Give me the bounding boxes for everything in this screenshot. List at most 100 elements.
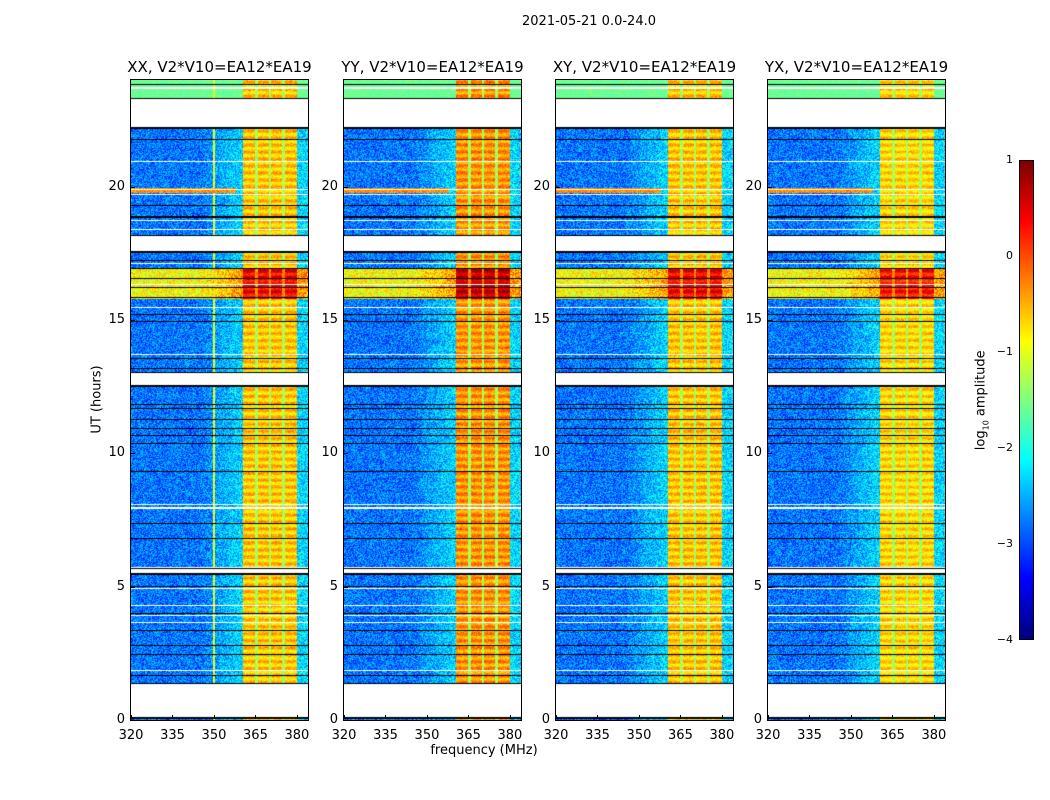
y-tick-mark bbox=[556, 586, 560, 588]
y-tick-label: 20 bbox=[321, 178, 338, 194]
panel-title: XX, V2*V10=EA12*EA19 bbox=[127, 58, 312, 76]
x-tick-mark bbox=[638, 715, 640, 719]
y-tick-label: 20 bbox=[108, 178, 125, 194]
x-tick-label: 365 bbox=[880, 728, 905, 743]
y-tick-label: 15 bbox=[108, 312, 125, 327]
y-tick-mark bbox=[556, 186, 560, 188]
y-tick-mark bbox=[768, 586, 772, 588]
spectrogram-panel: XX, V2*V10=EA12*EA19 0 5 10 15 20 320 335 350 365… bbox=[108, 58, 311, 743]
x-tick-mark bbox=[721, 715, 723, 719]
x-tick-label: 380 bbox=[921, 728, 947, 743]
x-tick-label: 335 bbox=[797, 728, 822, 743]
colorbar-label-sub: 10 bbox=[981, 420, 991, 431]
colorbar bbox=[1019, 160, 1034, 640]
x-tick-mark bbox=[809, 715, 811, 719]
y-tick-label: 20 bbox=[533, 178, 550, 194]
y-tick-mark bbox=[344, 720, 348, 721]
x-tick-label: 320 bbox=[118, 728, 144, 743]
spectrogram-image bbox=[556, 80, 733, 720]
colorbar-tick-label: −4 bbox=[996, 633, 1013, 646]
x-tick-mark bbox=[296, 715, 298, 719]
y-tick-label: 15 bbox=[321, 312, 338, 327]
x-tick-mark bbox=[892, 715, 894, 719]
spectrogram-image bbox=[344, 80, 521, 720]
x-tick-mark bbox=[509, 715, 511, 719]
x-tick-label: 365 bbox=[243, 728, 268, 743]
x-axis-label: frequency (MHz) bbox=[430, 743, 538, 758]
colorbar-tick-label: 0 bbox=[1006, 249, 1013, 262]
y-tick-mark bbox=[556, 453, 560, 455]
y-tick-label: 5 bbox=[116, 578, 125, 594]
x-tick-label: 350 bbox=[838, 728, 864, 743]
y-tick-label: 15 bbox=[533, 312, 550, 327]
y-tick-label: 5 bbox=[753, 578, 762, 594]
y-tick-mark bbox=[556, 720, 560, 721]
x-tick-label: 320 bbox=[543, 728, 569, 743]
spectrogram-panel: YX, V2*V10=EA12*EA19 0 5 10 15 20 320 335 350 365… bbox=[745, 58, 948, 743]
x-tick-label: 380 bbox=[709, 728, 735, 743]
x-tick-label: 365 bbox=[668, 728, 693, 743]
x-tick-mark bbox=[426, 715, 428, 719]
y-tick-mark bbox=[344, 586, 348, 588]
x-tick-mark bbox=[385, 715, 387, 719]
colorbar-tick-label: −2 bbox=[996, 441, 1013, 454]
x-tick-mark bbox=[850, 715, 852, 719]
x-tick-label: 365 bbox=[456, 728, 481, 743]
x-tick-label: 335 bbox=[373, 728, 398, 743]
y-tick-mark bbox=[344, 453, 348, 455]
y-tick-mark bbox=[344, 320, 348, 321]
x-tick-label: 350 bbox=[414, 728, 440, 743]
y-tick-label: 10 bbox=[745, 445, 762, 461]
x-tick-mark bbox=[556, 715, 557, 719]
x-tick-label: 320 bbox=[755, 728, 781, 743]
x-tick-mark bbox=[344, 715, 345, 719]
x-tick-label: 335 bbox=[585, 728, 610, 743]
panel-title: YX, V2*V10=EA12*EA19 bbox=[764, 58, 949, 76]
colorbar-label: log10 amplitude bbox=[974, 330, 991, 470]
y-tick-mark bbox=[131, 586, 135, 588]
y-tick-mark bbox=[344, 186, 348, 188]
y-tick-mark bbox=[131, 720, 135, 721]
x-tick-label: 380 bbox=[284, 728, 310, 743]
y-tick-label: 5 bbox=[541, 578, 550, 594]
panel-title: YY, V2*V10=EA12*EA19 bbox=[341, 58, 524, 76]
x-tick-mark bbox=[172, 715, 174, 719]
y-tick-label: 0 bbox=[753, 712, 762, 727]
x-tick-label: 320 bbox=[331, 728, 357, 743]
y-tick-mark bbox=[768, 186, 772, 188]
y-tick-label: 10 bbox=[108, 445, 125, 461]
spectrogram-panel: YY, V2*V10=EA12*EA19 0 5 10 15 20 320 335 350 365… bbox=[321, 58, 523, 743]
y-tick-label: 0 bbox=[329, 712, 338, 727]
x-tick-mark bbox=[680, 715, 682, 719]
x-tick-label: 335 bbox=[160, 728, 185, 743]
x-tick-mark bbox=[933, 715, 935, 719]
y-tick-label: 0 bbox=[116, 712, 125, 727]
y-tick-mark bbox=[131, 453, 135, 455]
y-tick-mark bbox=[131, 320, 135, 321]
y-tick-label: 20 bbox=[745, 178, 762, 194]
x-tick-label: 380 bbox=[497, 728, 523, 743]
y-tick-label: 10 bbox=[321, 445, 338, 461]
x-tick-mark bbox=[255, 715, 257, 719]
x-tick-mark bbox=[213, 715, 215, 719]
y-tick-label: 5 bbox=[329, 578, 338, 594]
figure-title: 2021-05-21 0.0-24.0 bbox=[522, 14, 656, 29]
colorbar-tick-label: −1 bbox=[996, 345, 1013, 358]
colorbar-label-suffix: amplitude bbox=[973, 350, 989, 421]
x-tick-mark bbox=[468, 715, 470, 719]
y-tick-mark bbox=[768, 320, 772, 321]
x-tick-label: 350 bbox=[201, 728, 227, 743]
y-tick-label: 15 bbox=[745, 312, 762, 327]
x-tick-mark bbox=[597, 715, 599, 719]
y-tick-label: 10 bbox=[533, 445, 550, 461]
colorbar-tick-label: 1 bbox=[1006, 153, 1013, 166]
y-tick-label: 0 bbox=[541, 712, 550, 727]
spectrogram-panel: XY, V2*V10=EA12*EA19 0 5 10 15 20 320 335 350 365… bbox=[533, 58, 736, 743]
y-tick-mark bbox=[556, 320, 560, 321]
x-tick-label: 350 bbox=[626, 728, 652, 743]
y-axis-label: UT (hours) bbox=[89, 365, 105, 434]
x-tick-mark bbox=[131, 715, 132, 719]
colorbar-label-prefix: log bbox=[973, 430, 989, 451]
panel-title: XY, V2*V10=EA12*EA19 bbox=[552, 58, 737, 76]
y-tick-mark bbox=[768, 720, 772, 721]
